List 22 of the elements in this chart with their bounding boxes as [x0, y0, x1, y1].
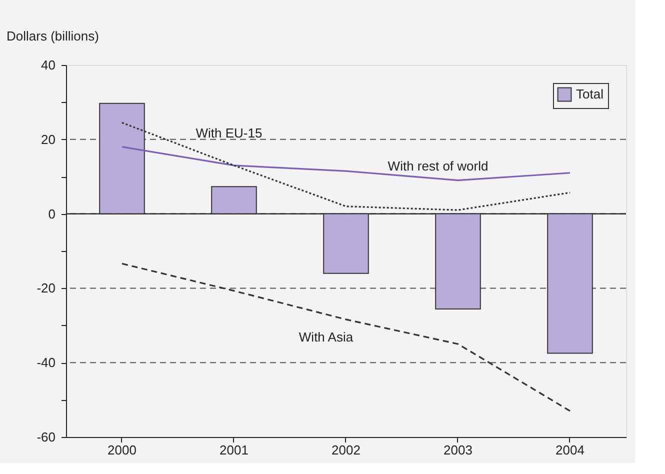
y-tick-label: 20	[41, 132, 56, 147]
x-tick-label: 2000	[108, 442, 136, 458]
x-tick-label: 2001	[220, 442, 248, 458]
x-tick-label: 2002	[332, 442, 360, 458]
y-tick-label: -40	[36, 355, 56, 370]
bar	[547, 213, 593, 354]
series-label: With rest of world	[388, 158, 488, 174]
line-series	[121, 262, 571, 412]
y-tick-label: 0	[48, 206, 56, 222]
bar	[435, 213, 481, 310]
bar	[323, 213, 369, 274]
series-label: With EU-15	[196, 125, 262, 140]
y-tick-label: 40	[41, 58, 56, 72]
line-series	[121, 146, 571, 182]
bar	[211, 186, 257, 214]
x-tick-label: 2003	[444, 442, 472, 458]
y-axis-title: Dollars (billions)	[6, 28, 99, 44]
x-tick-label: 2004	[556, 442, 584, 458]
y-tick-label: -20	[36, 280, 56, 296]
series-label: With Asia	[298, 329, 354, 344]
y-tick-label: -60	[36, 430, 56, 444]
legend-label: Total	[576, 86, 604, 102]
